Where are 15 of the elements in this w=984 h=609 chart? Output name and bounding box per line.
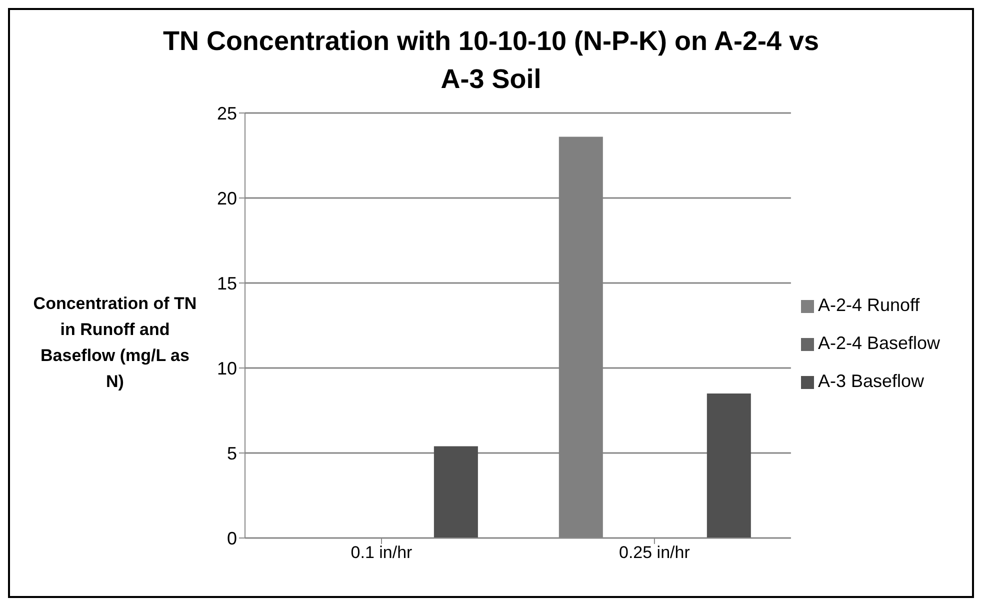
y-axis-title: Concentration of TN in Runoff and Baseflow (mg/L as N) (32, 293, 198, 393)
y-tick-label: 5 (226, 443, 237, 464)
y-tick-label: 0 (226, 528, 237, 548)
y-tick-label: 10 (216, 358, 237, 378)
y-tick-label: 25 (216, 103, 237, 124)
bar (706, 394, 751, 538)
chart-title: TN Concentration with 10-10-10 (N-P-K) on A-2-4 vs A-3 Soil (162, 25, 820, 96)
legend-label: A-3 Baseflow (818, 371, 924, 391)
bar (434, 446, 478, 538)
legend-label: A-2-4 Baseflow (818, 333, 940, 353)
legend-label: A-2-4 Runoff (818, 295, 920, 315)
y-tick-label: 15 (216, 273, 237, 294)
y-tick-label: 20 (216, 188, 237, 208)
x-tick-label: 0.1 in/hr (350, 543, 413, 562)
x-tick-label: 0.25 in/hr (619, 543, 690, 562)
